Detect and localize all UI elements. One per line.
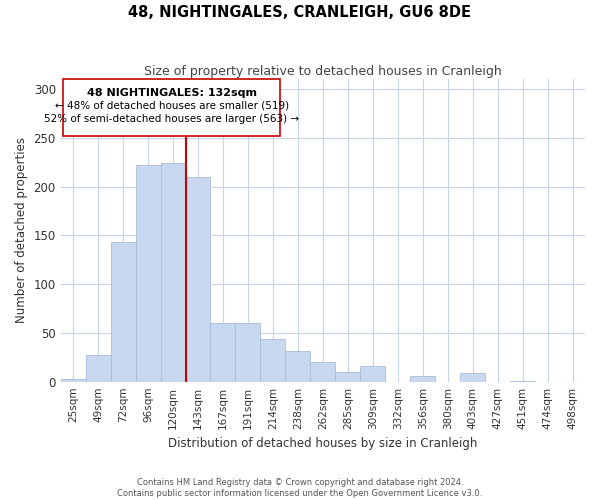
Title: Size of property relative to detached houses in Cranleigh: Size of property relative to detached ho… <box>144 65 502 78</box>
Bar <box>61 379 86 382</box>
Text: ← 48% of detached houses are smaller (519): ← 48% of detached houses are smaller (51… <box>55 100 289 110</box>
Bar <box>360 366 385 382</box>
Bar <box>211 323 235 382</box>
Text: Contains HM Land Registry data © Crown copyright and database right 2024.
Contai: Contains HM Land Registry data © Crown c… <box>118 478 482 498</box>
Text: 52% of semi-detached houses are larger (563) →: 52% of semi-detached houses are larger (… <box>44 114 299 124</box>
Bar <box>136 165 161 382</box>
X-axis label: Distribution of detached houses by size in Cranleigh: Distribution of detached houses by size … <box>168 437 478 450</box>
Bar <box>286 352 310 382</box>
Bar <box>310 362 335 382</box>
Bar <box>235 323 260 382</box>
Bar <box>185 177 211 382</box>
Bar <box>410 376 435 382</box>
Text: 48 NIGHTINGALES: 132sqm: 48 NIGHTINGALES: 132sqm <box>87 88 257 98</box>
Bar <box>86 356 110 382</box>
Bar <box>110 242 136 382</box>
Bar <box>335 372 360 382</box>
Bar <box>510 380 535 382</box>
Bar <box>260 338 286 382</box>
FancyBboxPatch shape <box>63 79 280 136</box>
Bar <box>460 373 485 382</box>
Bar <box>161 163 185 382</box>
Text: 48, NIGHTINGALES, CRANLEIGH, GU6 8DE: 48, NIGHTINGALES, CRANLEIGH, GU6 8DE <box>128 5 472 20</box>
Y-axis label: Number of detached properties: Number of detached properties <box>15 138 28 324</box>
